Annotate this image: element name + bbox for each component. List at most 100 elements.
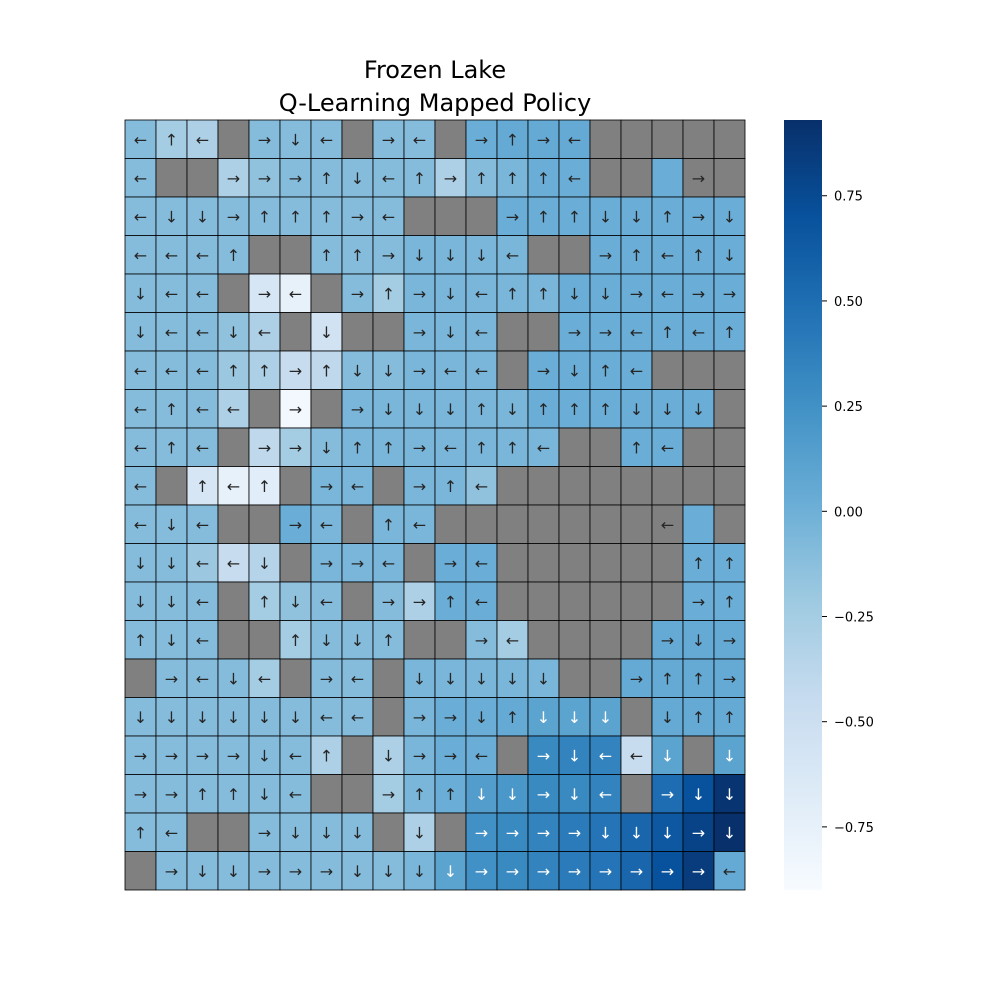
heatmap-cell: [527, 427, 560, 467]
heatmap-cell: [217, 543, 250, 583]
heatmap-cell: [434, 466, 467, 506]
policy-arrow: →: [382, 246, 395, 265]
heatmap-cell: [186, 235, 219, 275]
policy-arrow: ↑: [723, 592, 736, 611]
heatmap-cell: [713, 697, 746, 737]
policy-arrow: ↑: [599, 361, 612, 380]
policy-arrow: ↑: [227, 361, 240, 380]
heatmap-cell: [713, 851, 746, 891]
policy-arrow: ←: [661, 284, 674, 303]
policy-arrow: ↑: [692, 669, 705, 688]
policy-arrow: →: [537, 361, 550, 380]
policy-arrow: →: [692, 207, 705, 226]
policy-arrow: →: [227, 169, 240, 188]
heatmap-cell: [403, 350, 436, 390]
policy-arrow: ↑: [351, 438, 364, 457]
policy-arrow: →: [413, 746, 426, 765]
heatmap-cell: [403, 273, 436, 313]
policy-arrow: →: [444, 746, 457, 765]
heatmap-cell: [403, 504, 436, 544]
heatmap-cell: [589, 389, 622, 429]
policy-arrow: ↓: [165, 631, 178, 650]
heatmap-cell: [527, 235, 560, 275]
heatmap-cell: [310, 350, 343, 390]
heatmap-cell: [155, 235, 188, 275]
policy-arrow: ↓: [723, 785, 736, 804]
policy-arrow: →: [289, 438, 302, 457]
policy-arrow: →: [413, 361, 426, 380]
heatmap-cell: [620, 581, 653, 621]
policy-arrow: ↑: [165, 130, 178, 149]
heatmap-cell: [620, 427, 653, 467]
heatmap-cell: [620, 389, 653, 429]
heatmap-cell: [651, 543, 684, 583]
policy-arrow: ←: [196, 323, 209, 342]
policy-arrow: →: [723, 284, 736, 303]
heatmap-cell: [124, 735, 157, 775]
policy-arrow: ↓: [196, 207, 209, 226]
heatmap-cell: [186, 196, 219, 236]
heatmap-cell: [279, 812, 312, 852]
policy-arrow: ←: [568, 130, 581, 149]
policy-arrow: →: [227, 207, 240, 226]
heatmap-cell: [248, 658, 281, 698]
heatmap-cell: [310, 273, 343, 313]
colorbar-ticks: 0.75 0.50 0.25 0.00 −0.25 −0.50 −0.75: [822, 190, 874, 836]
heatmap-cell: [434, 543, 467, 583]
policy-arrow: ↓: [165, 554, 178, 573]
policy-arrow: ↓: [351, 631, 364, 650]
policy-arrow: ↑: [692, 708, 705, 727]
heatmap-cell: [372, 774, 405, 814]
policy-arrow: ↑: [289, 207, 302, 226]
heatmap-cell: [589, 658, 622, 698]
heatmap-cell: [465, 389, 498, 429]
heatmap-cell: [372, 235, 405, 275]
heatmap-cell: [713, 504, 746, 544]
heatmap-cell: [620, 158, 653, 198]
policy-arrow: →: [165, 862, 178, 881]
policy-arrow: ←: [134, 169, 147, 188]
heatmap-cell: [403, 119, 436, 159]
policy-arrow: ↑: [258, 207, 271, 226]
heatmap-cell: [310, 466, 343, 506]
heatmap-cell: [155, 312, 188, 352]
heatmap-cell: [279, 273, 312, 313]
policy-arrow: ←: [196, 438, 209, 457]
policy-arrow: ↓: [227, 708, 240, 727]
heatmap-cell: [248, 312, 281, 352]
heatmap-cell: [496, 543, 529, 583]
policy-arrow: ←: [599, 785, 612, 804]
heatmap-cell: [310, 812, 343, 852]
heatmap-cell: [496, 735, 529, 775]
heatmap-cell: [217, 119, 250, 159]
policy-arrow: ←: [196, 400, 209, 419]
policy-arrow: ↓: [351, 169, 364, 188]
heatmap-cell: [496, 196, 529, 236]
chart-title-line-1: Frozen Lake: [364, 56, 506, 84]
heatmap-cell: [310, 312, 343, 352]
heatmap-cell: [465, 658, 498, 698]
heatmap-cell: [589, 620, 622, 660]
heatmap-cell: [372, 581, 405, 621]
heatmap-cell: [558, 466, 591, 506]
heatmap-cell: [651, 466, 684, 506]
policy-arrow: →: [413, 708, 426, 727]
policy-arrow: →: [506, 823, 519, 842]
policy-arrow: ↑: [196, 477, 209, 496]
policy-arrow: →: [537, 746, 550, 765]
policy-arrow: ↑: [537, 400, 550, 419]
heatmap-cell: [279, 312, 312, 352]
heatmap-cell: [372, 389, 405, 429]
policy-arrow: ↓: [661, 746, 674, 765]
heatmap-cell: [620, 119, 653, 159]
heatmap-cell: [527, 851, 560, 891]
heatmap-cell: [465, 273, 498, 313]
policy-arrow: ↓: [320, 323, 333, 342]
heatmap-cell: [186, 466, 219, 506]
policy-arrow: ↑: [320, 246, 333, 265]
policy-arrow: →: [506, 862, 519, 881]
policy-arrow: ←: [444, 438, 457, 457]
heatmap-cell: [341, 504, 374, 544]
policy-arrow: ←: [196, 515, 209, 534]
heatmap-cell: [372, 620, 405, 660]
